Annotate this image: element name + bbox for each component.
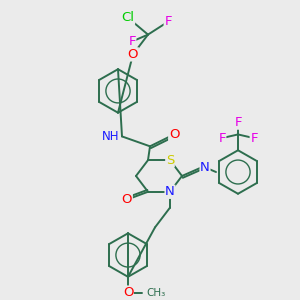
- Text: O: O: [122, 193, 132, 206]
- Text: Cl: Cl: [122, 11, 134, 24]
- Text: N: N: [200, 160, 210, 174]
- Text: CH₃: CH₃: [146, 288, 165, 298]
- Text: F: F: [218, 132, 226, 145]
- Text: F: F: [128, 35, 136, 48]
- Text: S: S: [166, 154, 174, 167]
- Text: F: F: [164, 15, 172, 28]
- Text: O: O: [128, 48, 138, 61]
- Text: O: O: [123, 286, 133, 299]
- Text: O: O: [169, 128, 179, 141]
- Text: F: F: [250, 132, 258, 145]
- Text: F: F: [234, 116, 242, 129]
- Text: NH: NH: [101, 130, 119, 143]
- Text: N: N: [165, 185, 175, 198]
